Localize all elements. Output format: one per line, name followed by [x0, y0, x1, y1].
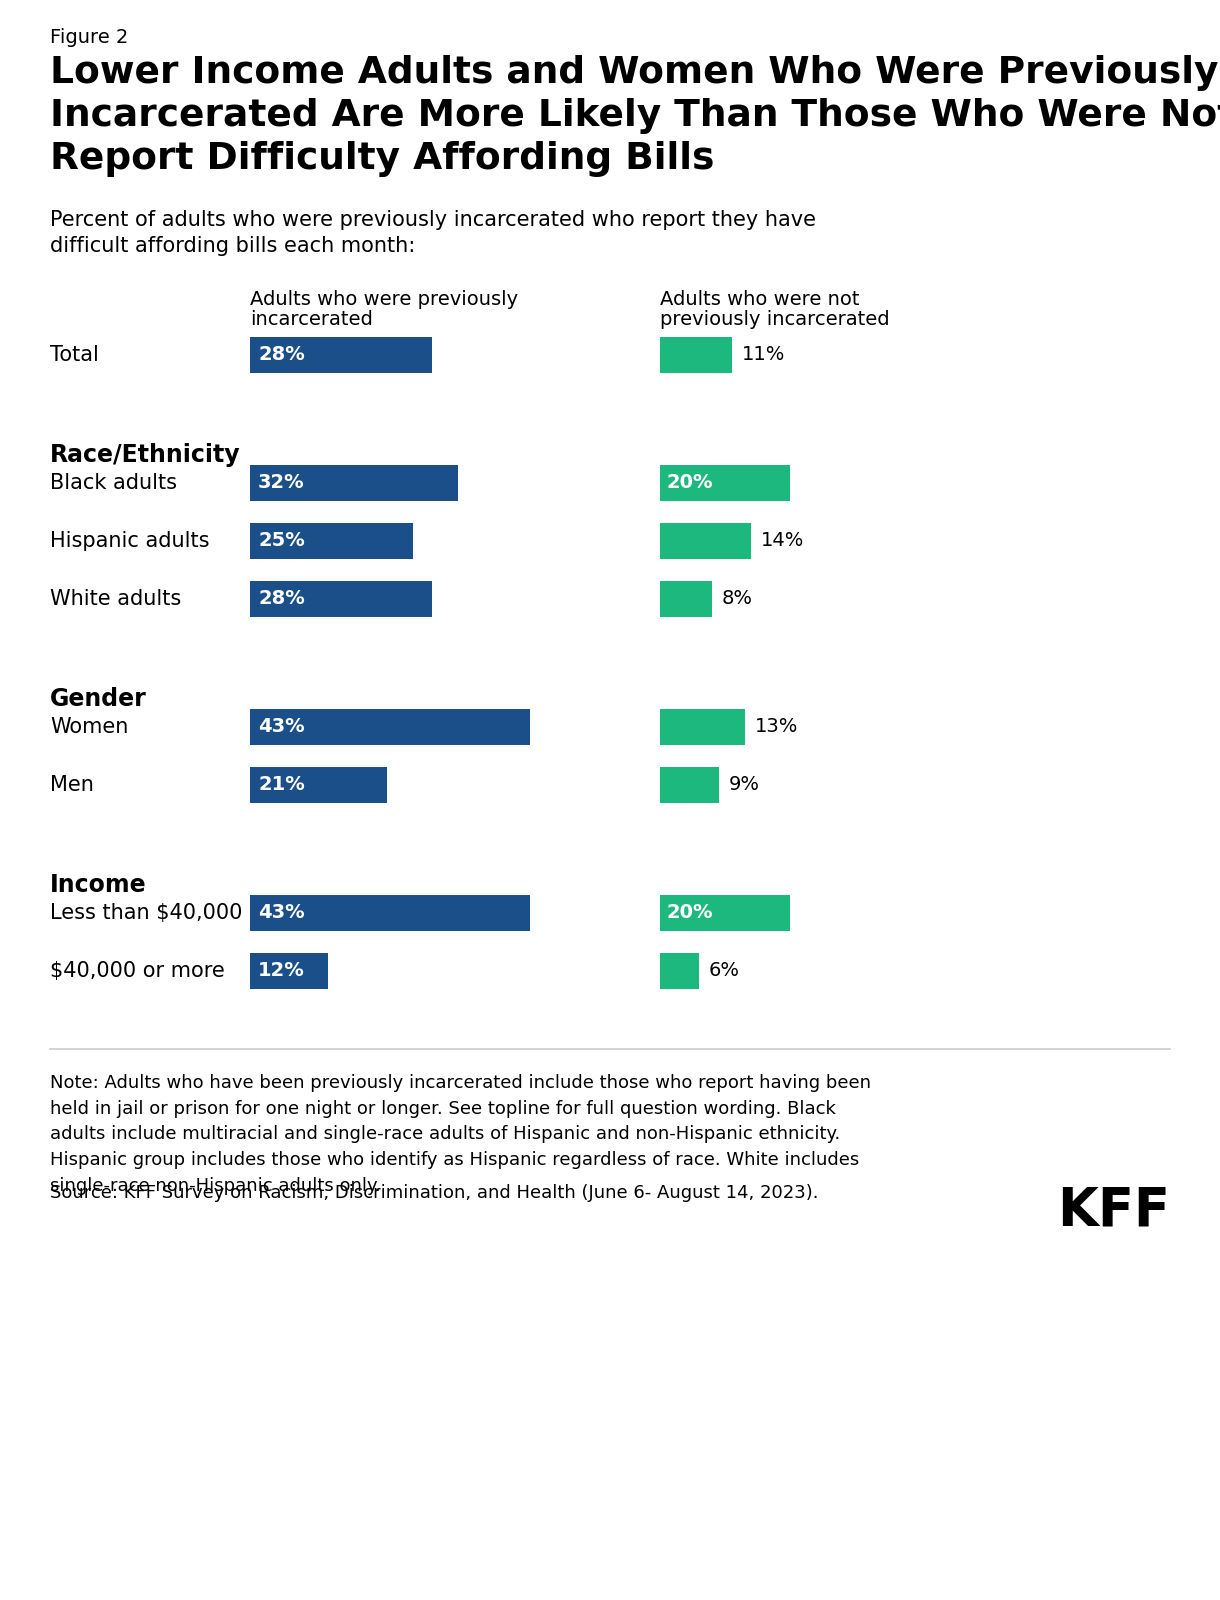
Text: incarcerated: incarcerated	[250, 310, 373, 330]
Text: 32%: 32%	[257, 474, 305, 493]
Text: Adults who were previously: Adults who were previously	[250, 290, 518, 309]
Text: Note: Adults who have been previously incarcerated include those who report havi: Note: Adults who have been previously in…	[50, 1074, 871, 1195]
Text: 14%: 14%	[761, 531, 804, 550]
Text: 20%: 20%	[666, 474, 712, 493]
FancyBboxPatch shape	[250, 466, 459, 501]
FancyBboxPatch shape	[250, 894, 529, 931]
FancyBboxPatch shape	[660, 954, 699, 989]
Text: 9%: 9%	[728, 776, 760, 795]
FancyBboxPatch shape	[250, 709, 529, 746]
Text: 25%: 25%	[257, 531, 305, 550]
Text: Less than $40,000: Less than $40,000	[50, 902, 243, 923]
FancyBboxPatch shape	[660, 709, 744, 746]
Text: Hispanic adults: Hispanic adults	[50, 531, 210, 550]
Text: Adults who were not: Adults who were not	[660, 290, 860, 309]
FancyBboxPatch shape	[660, 466, 791, 501]
Text: KFF: KFF	[1057, 1184, 1170, 1235]
Text: 11%: 11%	[742, 346, 784, 365]
FancyBboxPatch shape	[660, 581, 712, 618]
Text: 43%: 43%	[257, 717, 305, 736]
Text: 8%: 8%	[722, 589, 753, 608]
FancyBboxPatch shape	[660, 338, 732, 373]
Text: Men: Men	[50, 774, 94, 795]
Text: 21%: 21%	[257, 776, 305, 795]
Text: Lower Income Adults and Women Who Were Previously
Incarcerated Are More Likely T: Lower Income Adults and Women Who Were P…	[50, 54, 1220, 178]
Text: 6%: 6%	[709, 962, 741, 981]
Text: White adults: White adults	[50, 589, 182, 610]
Text: Figure 2: Figure 2	[50, 27, 128, 46]
FancyBboxPatch shape	[250, 338, 432, 373]
Text: 28%: 28%	[257, 346, 305, 365]
Text: 43%: 43%	[257, 904, 305, 923]
Text: Black adults: Black adults	[50, 474, 177, 493]
Text: $40,000 or more: $40,000 or more	[50, 962, 224, 981]
Text: Gender: Gender	[50, 686, 146, 710]
Text: 12%: 12%	[257, 962, 305, 981]
FancyBboxPatch shape	[250, 766, 387, 803]
Text: Total: Total	[50, 346, 99, 365]
Text: 28%: 28%	[257, 589, 305, 608]
Text: Income: Income	[50, 874, 146, 898]
FancyBboxPatch shape	[660, 894, 791, 931]
Text: 20%: 20%	[666, 904, 712, 923]
FancyBboxPatch shape	[660, 523, 752, 558]
Text: previously incarcerated: previously incarcerated	[660, 310, 889, 330]
Text: Race/Ethnicity: Race/Ethnicity	[50, 443, 240, 467]
FancyBboxPatch shape	[250, 581, 432, 618]
FancyBboxPatch shape	[660, 766, 719, 803]
Text: Percent of adults who were previously incarcerated who report they have
difficul: Percent of adults who were previously in…	[50, 210, 816, 256]
Text: 13%: 13%	[755, 717, 798, 736]
Text: Source: KFF Survey on Racism, Discrimination, and Health (June 6- August 14, 202: Source: KFF Survey on Racism, Discrimina…	[50, 1184, 819, 1202]
Text: Women: Women	[50, 717, 128, 738]
FancyBboxPatch shape	[250, 523, 412, 558]
FancyBboxPatch shape	[250, 954, 328, 989]
